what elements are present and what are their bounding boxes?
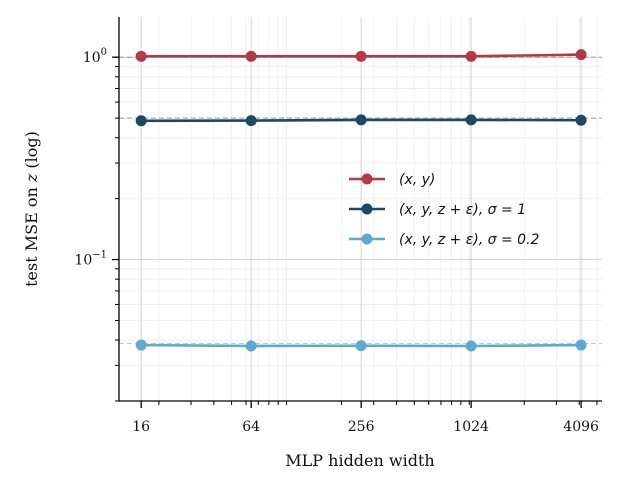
data-point [135,115,147,127]
data-point [245,50,257,62]
x-tick-label: 1024 [453,419,489,435]
legend: (x, y) (x, y, z + ε), σ = 1 (x, y, z + ε),… [349,172,540,248]
y-axis-label: test MSE on z (log) [22,131,41,287]
data-point [465,340,477,352]
legend-label: (x, y) [399,172,435,188]
data-point [135,339,147,351]
data-point [245,340,257,352]
data-point [575,339,587,351]
x-tick-labels: 16 64 256 1024 4096 [132,419,599,435]
legend-marker [361,173,373,185]
baselines [119,56,602,344]
legend-label: (x, y, z + ε), σ = 1 [399,202,526,218]
legend-marker [361,203,373,215]
data-point [355,50,367,62]
x-tick-label: 64 [242,419,260,435]
legend-label: (x, y, z + ε), σ = 0.2 [399,232,540,248]
x-tick-label: 16 [132,419,150,435]
legend-marker [361,233,373,245]
x-tick-label: 4096 [563,419,599,435]
y-tick-label: 10−1 [74,250,107,269]
series [135,49,587,352]
y-tick-label: 100 [83,47,107,66]
x-axis-label: MLP hidden width [285,451,434,470]
data-point [245,115,257,127]
ticks [112,56,598,408]
data-point [575,114,587,126]
data-point [465,50,477,62]
data-point [575,49,587,61]
data-point [465,114,477,126]
data-point [355,340,367,352]
data-point [135,50,147,62]
x-tick-label: 256 [348,419,375,435]
data-point [355,114,367,126]
y-tick-labels: 100 10−1 [74,47,107,268]
